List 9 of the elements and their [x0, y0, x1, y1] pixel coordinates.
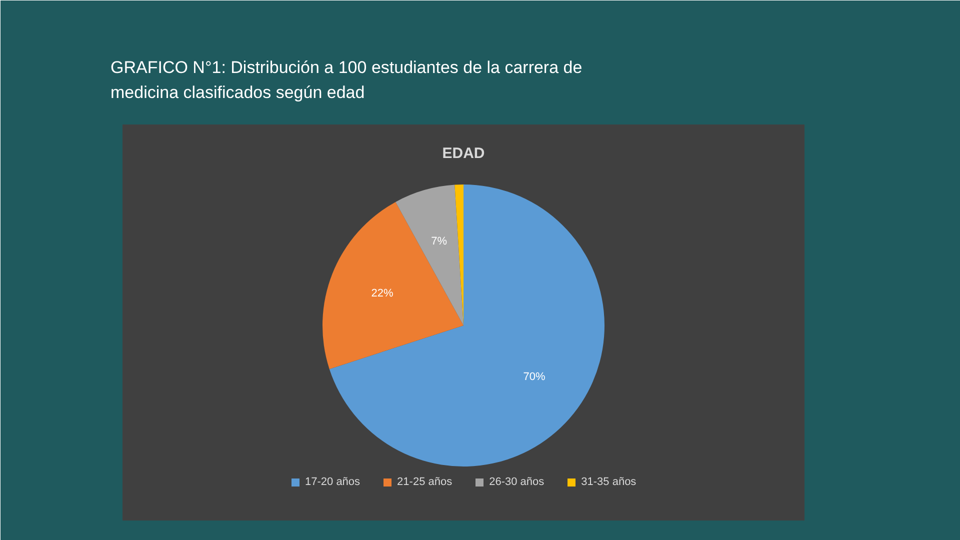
chart-title: GRAFICO N°1: Distribución a 100 estudiantes de la carrera de medicina clasificados según edad [110, 58, 582, 102]
data-label: 7% [431, 236, 448, 248]
data-label: 22% [371, 287, 394, 300]
legend-label: 31-35 años [581, 476, 636, 488]
chart-subtitle: EDAD [442, 145, 485, 162]
data-label: 70% [523, 370, 546, 383]
legend-label: 21-25 años [397, 476, 452, 488]
legend-label: 26-30 años [489, 476, 544, 488]
legend-label: 17-20 años [305, 476, 360, 488]
